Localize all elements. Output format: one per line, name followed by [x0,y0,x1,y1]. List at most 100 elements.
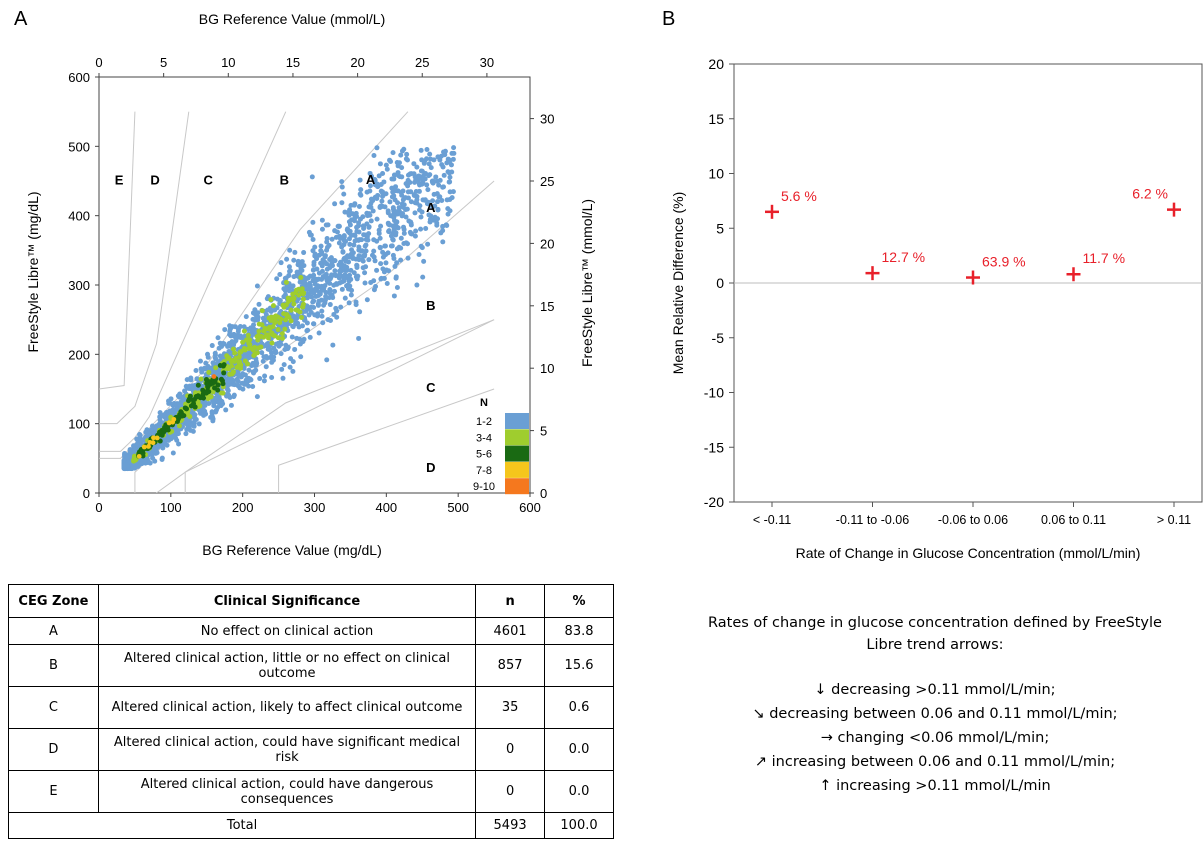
scatter-point [134,442,140,448]
scatter-point [288,284,294,290]
x2-tick-label: 20 [350,55,364,70]
scatter-point [339,286,345,292]
scatter-point [319,313,325,319]
scatter-point [267,324,273,330]
scatter-point [388,243,394,249]
zone-label: D [426,460,435,475]
scatter-point [193,393,199,399]
scatter-point [413,177,419,183]
scatter-point [311,290,317,296]
x-tick-label: 0 [95,500,102,515]
legend-swatch [505,461,529,478]
legend-title: N [480,397,488,409]
scatter-point [332,268,338,274]
scatter-point [196,421,202,427]
scatter-point [312,312,318,318]
row-significance: Altered clinical action, likely to affec… [97,686,477,729]
scatter-point [400,188,406,194]
scatter-point [231,342,237,348]
scatter-point [398,257,404,263]
scatter-point [354,276,360,282]
scatter-point [232,382,238,388]
scatter-point [221,370,227,376]
scatter-point [160,445,166,451]
scatter-point [251,370,257,376]
scatter-point [210,389,216,395]
scatter-point [291,313,297,319]
table-row: C Altered clinical action, likely to aff… [8,686,614,729]
scatter-point [341,191,347,197]
scatter-point [199,369,205,375]
scatter-point [392,187,398,193]
scatter-point [209,343,215,349]
scatter-point [395,225,401,231]
scatter-point [311,272,317,278]
scatter-point [291,295,297,301]
scatter-point [223,407,229,413]
scatter-point [356,203,362,209]
scatter-point [197,395,203,401]
scatter-point [270,357,276,363]
y-tick-label: 500 [68,139,90,154]
scatter-point [298,314,304,320]
legend-label: 9-10 [473,481,495,493]
scatter-point [246,345,252,351]
data-label: 6.2 % [1132,186,1168,202]
scatter-point [319,226,325,232]
scatter-point [380,193,386,199]
row-zone: E [8,770,99,813]
row-zone: D [8,728,99,771]
scatter-point [249,346,255,352]
scatter-point [424,201,430,207]
scatter-point [256,301,262,307]
y2-tick-label: 5 [540,424,547,439]
scatter-point [441,172,447,178]
scatter-point [281,294,287,300]
scatter-point [286,273,292,279]
scatter-point [366,257,372,263]
scatter-point [390,236,396,242]
scatter-point [433,174,439,180]
scatter-point [327,287,333,293]
scatter-point [398,152,404,158]
x2-tick-label: 25 [415,55,429,70]
scatter-point [228,402,234,408]
scatter-point [383,162,389,168]
scatter-point [146,444,151,449]
scatter-point [367,183,373,189]
row-significance: No effect on clinical action [97,617,477,645]
scatter-point [356,335,362,341]
scatter-point [274,276,280,282]
scatter-point [299,286,305,292]
scatter-point [241,345,247,351]
scatter-point [241,328,247,334]
scatter-point [356,253,362,259]
y-tick-label: 20 [708,56,724,72]
scatter-point [147,439,153,445]
scatter-point [246,367,252,373]
scatter-point [392,263,398,269]
scatter-point [168,435,174,441]
scatter-point [282,275,288,281]
zone-label: D [150,172,159,187]
scatter-point [203,377,209,383]
scatter-point [237,373,243,379]
scatter-point [296,269,302,275]
panel-b-label: B [662,8,676,30]
total-percent: 100.0 [544,812,614,839]
scatter-point [399,165,405,171]
scatter-point [220,363,226,369]
legend-label: 3-4 [476,432,492,444]
scatter-point [218,390,224,396]
scatter-point [368,196,374,202]
scatter-point [206,369,212,375]
scatter-point [158,413,164,419]
scatter-point [268,297,274,303]
scatter-point [322,297,328,303]
scatter-point [278,341,284,347]
scatter-point [157,429,163,435]
scatter-point [254,394,260,400]
scatter-point [256,328,262,334]
y2-tick-label: 10 [540,361,554,376]
row-percent: 0.0 [544,728,614,771]
